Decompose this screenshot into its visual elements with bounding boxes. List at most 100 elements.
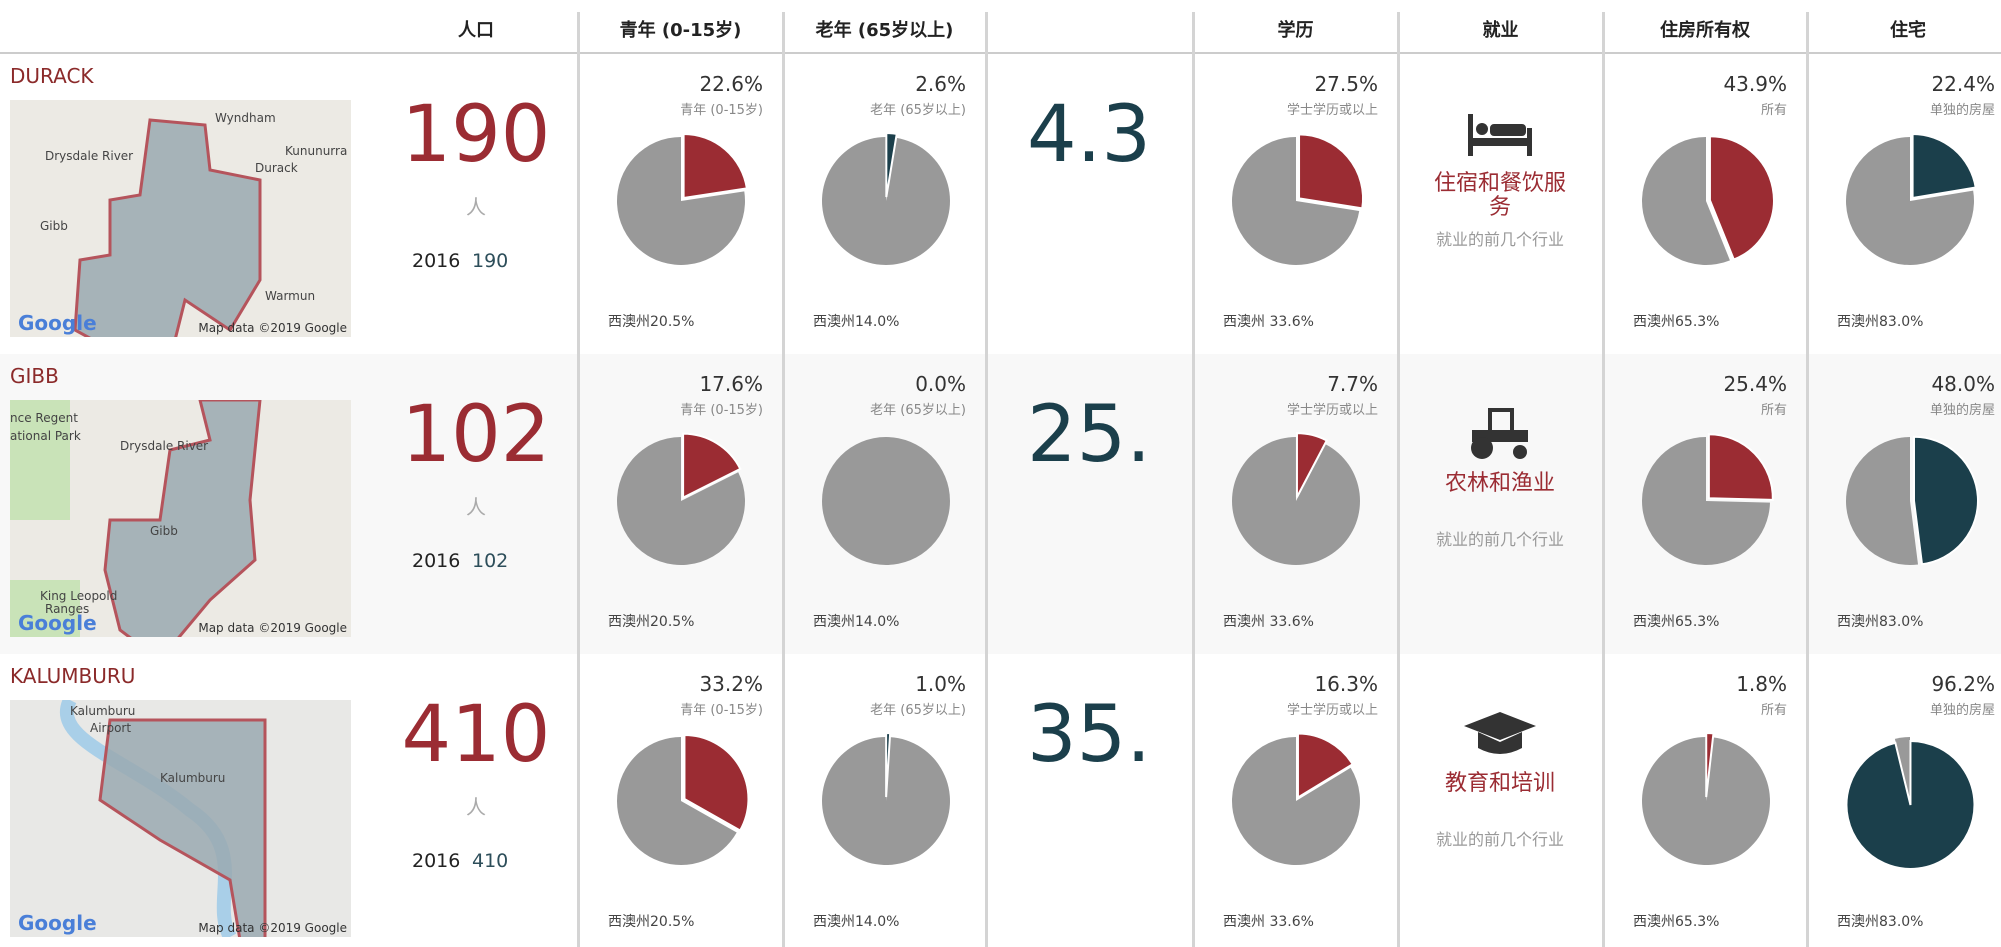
pie-rest — [1846, 137, 1974, 265]
pie-rest — [617, 137, 745, 265]
pie-percent: 0.0% — [915, 372, 966, 396]
pie-slice — [683, 733, 750, 832]
pie — [617, 733, 750, 865]
census-population: 102 — [472, 550, 509, 572]
population-unit: 人 — [466, 795, 486, 819]
column-divider — [1192, 12, 1195, 947]
pie — [822, 732, 951, 866]
pie-caption: 单独的房屋 — [1929, 403, 1995, 418]
pie — [1231, 133, 1364, 265]
state-comparison: 西澳州65.3% — [1633, 314, 1720, 330]
pie-rest — [1641, 137, 1730, 265]
column-divider — [1806, 12, 1809, 947]
pie-caption: 所有 — [1760, 703, 1787, 718]
pie — [1232, 432, 1361, 565]
state-comparison: 西澳州14.0% — [813, 614, 900, 630]
state-comparison: 西澳州 33.6% — [1223, 614, 1314, 630]
pie-percent: 22.4% — [1931, 72, 1995, 96]
pie-caption: 老年 (65岁以上) — [870, 703, 966, 718]
icon-part — [1468, 114, 1473, 156]
pie-rest — [1641, 737, 1770, 866]
pie-slice — [682, 132, 749, 200]
map-place: Gibb — [40, 219, 68, 233]
icon-part — [1468, 138, 1532, 146]
pie-percent: 48.0% — [1931, 372, 1995, 396]
state-comparison: 西澳州 33.6% — [1223, 914, 1314, 930]
pie-rest — [617, 737, 737, 865]
pie-percent: 17.6% — [699, 372, 763, 396]
state-comparison: 西澳州20.5% — [608, 914, 695, 930]
pie-caption: 学士学历或以上 — [1286, 103, 1378, 118]
pie — [1845, 737, 1976, 870]
header: 就业 — [1482, 20, 1519, 41]
pie — [822, 437, 950, 565]
map-logo: Google — [18, 611, 97, 635]
pie-rest — [1232, 737, 1361, 865]
header: 人口 — [458, 20, 494, 41]
pie-percent: 96.2% — [1931, 672, 1995, 696]
pie-slice — [1912, 435, 1979, 566]
median-age: 25. — [1026, 390, 1152, 480]
column-divider — [577, 12, 580, 947]
map-place: King Leopold — [40, 589, 117, 603]
industry-caption: 就业的前几个行业 — [1435, 530, 1564, 549]
map-place: Kununurra — [285, 144, 347, 158]
pie-caption: 所有 — [1760, 103, 1787, 118]
park — [10, 400, 70, 520]
pie-slice — [1708, 135, 1775, 261]
state-comparison: 西澳州83.0% — [1837, 614, 1924, 630]
pie-percent: 22.6% — [699, 72, 763, 96]
pie — [1846, 132, 1977, 265]
pie-rest — [822, 737, 951, 866]
pie-slice — [885, 132, 898, 198]
map-credit: Map data ©2019 Google — [198, 921, 347, 935]
median-age: 35. — [1026, 690, 1152, 780]
industry-icon — [1464, 712, 1536, 754]
pie — [1846, 435, 1979, 566]
population-unit: 人 — [466, 195, 486, 219]
pie-percent: 33.2% — [699, 672, 763, 696]
map-logo: Google — [18, 311, 97, 335]
pie-caption: 单独的房屋 — [1929, 703, 1995, 718]
pie-slice — [682, 432, 742, 500]
icon-part — [1513, 445, 1527, 459]
map-place: Kalumburu — [70, 704, 135, 718]
pie-caption: 青年 (0-15岁) — [680, 703, 763, 718]
map-logo: Google — [18, 911, 97, 935]
region — [98, 718, 267, 937]
population: 410 — [401, 690, 551, 780]
industry-icon — [1468, 114, 1532, 156]
icon-part — [1478, 732, 1522, 754]
state-comparison: 西澳州14.0% — [813, 314, 900, 330]
pie-slice — [1911, 132, 1977, 200]
pie — [1232, 732, 1361, 865]
pie — [1642, 433, 1774, 565]
pie-rest — [1232, 437, 1361, 565]
state-comparison: 西澳州65.3% — [1633, 614, 1720, 630]
pie — [1641, 732, 1770, 866]
place-name: DURACK — [10, 64, 94, 88]
map-place: Airport — [90, 721, 131, 735]
header: 青年 (0-15岁) — [619, 20, 742, 41]
pie-caption: 所有 — [1760, 403, 1787, 418]
pie-percent: 7.7% — [1327, 372, 1378, 396]
map: Wyndham Kununurra Durack Drysdale River Gibb… — [10, 100, 351, 337]
icon-part — [1490, 124, 1526, 136]
pie-slice — [1298, 133, 1364, 210]
map-place: Ranges — [45, 602, 89, 616]
pie-rest — [822, 437, 950, 565]
pie — [617, 132, 749, 265]
header: 老年 (65岁以上) — [815, 20, 954, 41]
pie-slice — [1707, 433, 1774, 501]
map: nce Regent ational Park Drysdale River Gibb… — [10, 400, 351, 637]
icon-part — [1464, 712, 1536, 740]
pie — [617, 432, 745, 566]
pie-rest — [617, 437, 745, 566]
place-name: KALUMBURU — [10, 664, 136, 688]
census-population: 190 — [472, 250, 509, 272]
pie-caption: 青年 (0-15岁) — [680, 103, 763, 118]
pie-rest — [821, 137, 950, 265]
column-divider — [1397, 12, 1400, 947]
